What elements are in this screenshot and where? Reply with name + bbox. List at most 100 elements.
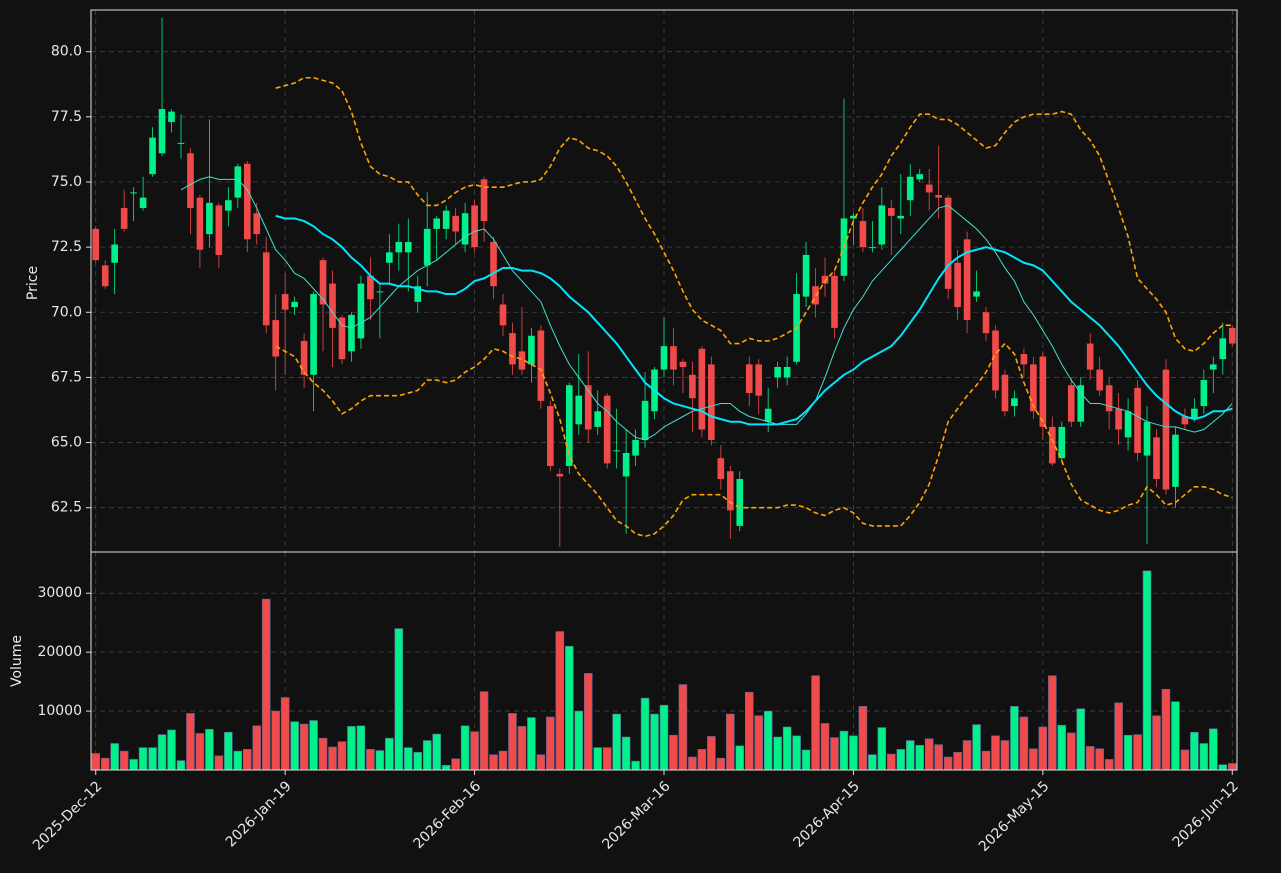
candle-body (963, 239, 971, 321)
y-tick-label: 20000 (37, 644, 82, 660)
candle-body (1030, 364, 1037, 412)
volume-bar (214, 755, 224, 771)
volume-bar (138, 747, 148, 771)
candle-body (1162, 369, 1170, 490)
volume-bar (1209, 728, 1218, 771)
volume-bar (782, 726, 792, 771)
volume-bar (934, 744, 943, 771)
indicator-line (275, 214, 1233, 426)
candle-body (925, 184, 933, 193)
candle-body (708, 364, 715, 440)
volume-bar (877, 727, 887, 771)
volume-bar (659, 704, 669, 771)
candle-body (632, 439, 639, 456)
y-tick-label: 70.0 (51, 304, 82, 320)
candle-body (1200, 380, 1208, 407)
candle-body (935, 195, 942, 198)
volume-bar (441, 764, 451, 771)
volume-bar (716, 757, 726, 771)
candle-body (187, 153, 194, 209)
candle-body (367, 275, 374, 300)
volume-bar (385, 737, 394, 771)
candle-body (480, 179, 488, 222)
candle-body (243, 163, 251, 240)
volume-bar (404, 747, 413, 771)
candle-body (120, 208, 128, 229)
volume-bar (744, 691, 754, 771)
volume-bar (697, 749, 707, 771)
volume-bar (678, 684, 688, 771)
volume-bar (905, 740, 915, 771)
y-axis-label: Volume (9, 635, 25, 687)
volume-bar (924, 738, 934, 771)
candle-body (944, 197, 952, 289)
candle-body (850, 215, 857, 219)
y-tick-label: 10000 (37, 703, 82, 719)
candle-body (395, 241, 403, 253)
candle-body (1077, 385, 1085, 422)
volume-bar (972, 724, 981, 771)
candle-body (1172, 434, 1179, 487)
volume-bar (574, 710, 584, 771)
volume-bar (1085, 746, 1095, 771)
candle-body (982, 312, 990, 334)
volume-bar (943, 756, 953, 771)
volume-bar (763, 710, 773, 771)
candle-body (452, 215, 459, 232)
candle-body (1048, 426, 1056, 464)
candle-body (149, 137, 156, 175)
y-tick-label: 62.5 (51, 500, 82, 516)
volume-bar (119, 750, 129, 771)
candle-body (887, 208, 895, 216)
volume-bar (1104, 759, 1114, 771)
volume-bar (565, 645, 574, 771)
volume-bar (1161, 688, 1171, 771)
volume-bar (858, 706, 868, 771)
candle-body (1058, 426, 1066, 459)
volume-bar (546, 716, 555, 771)
volume-bar (1190, 731, 1199, 771)
volume-bar (735, 745, 745, 771)
indicator-line (275, 342, 1233, 538)
volume-bar (849, 735, 858, 771)
candle-body (1191, 408, 1198, 420)
volume-bar (801, 749, 811, 771)
volume-bar (593, 747, 602, 771)
volume-bar (1133, 734, 1142, 771)
candle-body (1039, 356, 1047, 427)
candle-body (376, 291, 384, 293)
volume-bar (375, 750, 385, 771)
volume-bar (1171, 701, 1180, 771)
candle-body (386, 252, 393, 263)
volume-bar (460, 725, 470, 771)
volume-bar (811, 675, 820, 771)
volume-bar (432, 733, 441, 771)
candle-body (783, 366, 791, 378)
candle-body (1210, 364, 1217, 370)
volume-bar (242, 749, 252, 771)
candle-body (764, 408, 772, 422)
volume-bar (1227, 763, 1237, 771)
candle-body (1143, 421, 1151, 456)
candle-body (565, 385, 573, 467)
volume-bar (470, 731, 479, 771)
y-tick-label: 65.0 (51, 435, 82, 451)
volume-bar (309, 720, 318, 771)
candle-body (509, 333, 516, 365)
volume-bar (167, 729, 176, 771)
volume-bar (1199, 743, 1209, 771)
volume-bar (337, 741, 347, 771)
volume-bar (100, 757, 110, 771)
volume-bar (1180, 749, 1190, 771)
volume-bar (583, 673, 593, 771)
candle-body (1181, 416, 1189, 425)
volume-bar (299, 723, 309, 771)
candle-body (281, 294, 289, 310)
candle-body (1228, 327, 1236, 344)
volume-bar (830, 737, 839, 771)
candle-body (594, 411, 602, 427)
volume-bar (527, 717, 536, 771)
volume-bar (148, 747, 157, 771)
candle-body (641, 400, 649, 440)
